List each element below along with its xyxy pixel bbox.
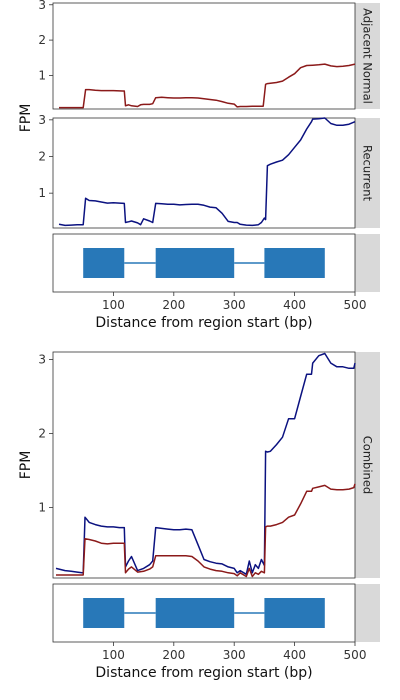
coverage-line-0: [59, 63, 356, 109]
y-tick-label: 3: [38, 352, 46, 366]
x-tick-label: 200: [162, 298, 185, 312]
panel-frame: [52, 351, 356, 579]
y-tick-label: 1: [38, 186, 46, 200]
facet-strip-label: Recurrent: [361, 145, 375, 202]
y-tick-label: 2: [38, 150, 46, 164]
gene-track-frame: [52, 233, 356, 293]
exon-block: [155, 598, 235, 628]
exon-block: [264, 598, 325, 628]
facet-strip: [355, 3, 380, 109]
gene-track-frame: [52, 583, 356, 643]
exon-block: [83, 248, 125, 278]
chart-coverage-combined: Combined 1 2 3 FPM 100 200 300 400 500 Distance fr…: [18, 351, 380, 681]
coverage-line-1: [56, 483, 356, 578]
facet-strip-label: Combined: [361, 436, 375, 494]
x-tick-label: 300: [223, 298, 246, 312]
x-tick-label: 500: [344, 648, 367, 662]
y-axis-title: FPM: [18, 451, 34, 480]
panel-frame: [52, 2, 356, 110]
facet-strip: [355, 352, 380, 578]
gene-track-strip: [355, 234, 380, 292]
y-tick-label: 1: [38, 501, 46, 515]
y-tick-label: 2: [38, 33, 46, 47]
x-tick-label: 400: [283, 298, 306, 312]
y-axis-title: FPM: [18, 104, 34, 133]
exon-block: [83, 598, 125, 628]
exon-block: [264, 248, 325, 278]
x-tick-label: 200: [162, 648, 185, 662]
panel-frame: [52, 117, 356, 229]
facet-strip-label: Adjacent Normal: [361, 8, 375, 104]
coverage-line-0: [58, 117, 356, 227]
x-tick-label: 300: [223, 648, 246, 662]
y-tick-label: 1: [38, 68, 46, 82]
x-tick-label: 500: [344, 298, 367, 312]
y-tick-label: 3: [38, 0, 46, 12]
facet-strip: [355, 118, 380, 228]
x-axis-title: Distance from region start (bp): [95, 665, 312, 681]
x-axis-title: Distance from region start (bp): [95, 315, 312, 331]
exon-block: [155, 248, 235, 278]
coverage-line-0: [55, 352, 356, 576]
y-tick-label: 2: [38, 427, 46, 441]
chart-coverage-top: Adjacent Normal 1 2 3 Recurrent 1 2 3 FPM 100 200 3…: [18, 0, 380, 331]
x-tick-label: 400: [283, 648, 306, 662]
x-tick-label: 100: [102, 648, 125, 662]
y-tick-label: 3: [38, 113, 46, 127]
x-tick-label: 100: [102, 298, 125, 312]
gene-track-strip: [355, 584, 380, 642]
